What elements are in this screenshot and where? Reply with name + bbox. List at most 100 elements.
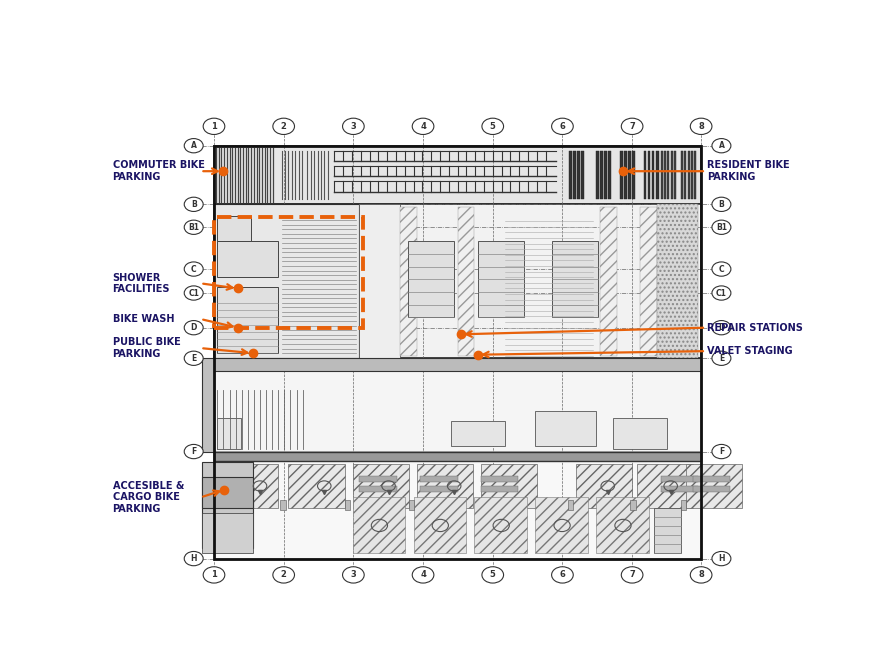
Circle shape [622, 118, 643, 134]
Bar [620, 151, 622, 199]
Text: B1: B1 [189, 223, 199, 232]
Text: 7: 7 [629, 122, 635, 131]
Bar [661, 151, 663, 199]
Bar [217, 287, 278, 353]
Circle shape [712, 351, 731, 365]
Bar [217, 241, 278, 277]
Circle shape [342, 567, 364, 583]
Bar [360, 205, 400, 358]
Circle shape [184, 286, 203, 300]
Circle shape [712, 262, 731, 276]
Bar [581, 151, 584, 199]
Bar [535, 410, 596, 446]
Text: 3: 3 [350, 122, 356, 131]
Bar [691, 151, 693, 199]
Bar [596, 151, 599, 199]
Bar [661, 476, 698, 482]
Bar [686, 464, 742, 508]
Bar [576, 464, 632, 508]
Circle shape [342, 118, 364, 134]
Text: F: F [191, 447, 196, 456]
Circle shape [184, 444, 203, 459]
Text: A: A [191, 141, 196, 150]
Bar [214, 358, 701, 371]
Bar [481, 476, 519, 482]
Bar [624, 151, 627, 199]
Bar [202, 358, 214, 451]
Circle shape [712, 320, 731, 335]
Bar [353, 497, 405, 553]
Bar [693, 486, 730, 493]
Bar [648, 151, 650, 199]
Text: 8: 8 [698, 571, 704, 579]
Circle shape [203, 118, 225, 134]
Bar [481, 464, 538, 508]
Bar [214, 451, 701, 559]
Text: H: H [718, 554, 725, 563]
Bar [667, 151, 670, 199]
Text: SHOWER
FACILITIES: SHOWER FACILITIES [113, 273, 170, 294]
Circle shape [184, 220, 203, 234]
Bar [450, 421, 505, 446]
Bar [457, 207, 475, 355]
Text: B: B [718, 200, 725, 209]
Circle shape [712, 197, 731, 211]
Text: 3: 3 [350, 571, 356, 579]
Circle shape [712, 444, 731, 459]
Bar [421, 486, 457, 493]
Bar [684, 151, 686, 199]
Text: B: B [191, 200, 196, 209]
Text: 7: 7 [629, 571, 635, 579]
Bar [674, 151, 676, 199]
Circle shape [552, 567, 574, 583]
Text: COMMUTER BIKE
PARKING: COMMUTER BIKE PARKING [113, 160, 204, 182]
Bar [214, 451, 701, 461]
Bar [574, 151, 576, 199]
Text: C1: C1 [189, 289, 199, 297]
Bar [661, 486, 698, 493]
Text: H: H [190, 554, 197, 563]
Bar [567, 500, 574, 510]
Text: D: D [718, 323, 725, 332]
Circle shape [203, 567, 225, 583]
Bar [360, 486, 396, 493]
Bar [681, 151, 683, 199]
Bar [421, 476, 457, 482]
Bar [630, 500, 636, 510]
Bar [637, 464, 693, 508]
Text: 6: 6 [560, 571, 566, 579]
Circle shape [712, 220, 731, 234]
Text: BIKE WASH: BIKE WASH [113, 314, 174, 324]
Bar [613, 418, 667, 449]
Circle shape [482, 118, 504, 134]
Text: C: C [718, 265, 725, 273]
Bar [596, 497, 649, 553]
Text: 1: 1 [211, 571, 217, 579]
Text: 4: 4 [420, 571, 426, 579]
Bar [577, 151, 580, 199]
Bar [360, 476, 396, 482]
Bar [681, 500, 686, 510]
Bar [214, 205, 360, 358]
Circle shape [184, 551, 203, 566]
Bar [409, 241, 454, 318]
Text: C1: C1 [716, 289, 727, 297]
Bar [214, 358, 701, 451]
Circle shape [691, 567, 712, 583]
Bar [628, 151, 631, 199]
Circle shape [412, 567, 434, 583]
Bar [288, 464, 345, 508]
Bar [280, 500, 285, 510]
Circle shape [691, 118, 712, 134]
Text: 8: 8 [698, 122, 704, 131]
Bar [222, 464, 278, 508]
Bar [475, 497, 527, 553]
Circle shape [184, 262, 203, 276]
Circle shape [184, 138, 203, 153]
Bar [417, 464, 473, 508]
Bar [535, 497, 588, 553]
Text: 2: 2 [281, 122, 286, 131]
Text: C: C [191, 265, 196, 273]
Bar [202, 462, 252, 548]
Circle shape [622, 567, 643, 583]
